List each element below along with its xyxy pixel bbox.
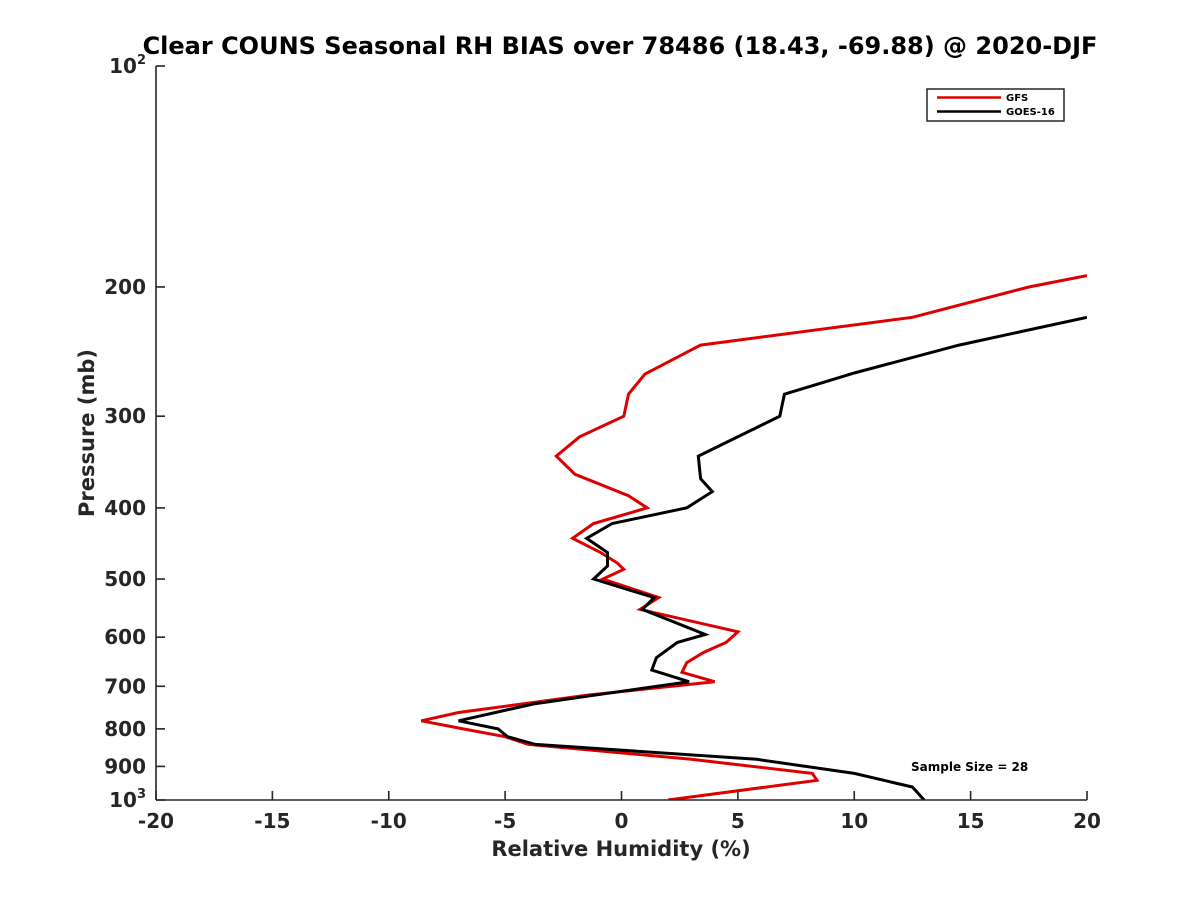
x-tick-label: -5 (494, 809, 516, 833)
x-tick-label: 0 (615, 809, 629, 833)
y-tick-label: 900 (104, 754, 146, 778)
y-axis-label: Pressure (mb) (75, 349, 99, 517)
y-tick-label: 400 (104, 496, 146, 520)
y-tick-label: 103 (109, 787, 146, 812)
y-tick-label: 200 (104, 275, 146, 299)
y-tick-label: 500 (104, 567, 146, 591)
y-tick-exponent: 2 (137, 53, 146, 68)
y-tick-label: 600 (104, 625, 146, 649)
x-tick-label: 5 (731, 809, 745, 833)
series-layer (420, 274, 1087, 800)
series-line-gfs (420, 274, 1087, 800)
x-tick-label: -20 (138, 809, 174, 833)
x-tick-label: 20 (1073, 809, 1101, 833)
chart-title: Clear COUNS Seasonal RH BIAS over 78486 … (143, 32, 1098, 60)
x-axis-label: Relative Humidity (%) (491, 837, 750, 861)
x-tick-label: 15 (957, 809, 985, 833)
y-tick-base: 10 (109, 54, 137, 78)
series-line-goes16 (458, 315, 1087, 800)
x-tick-label: -15 (254, 809, 290, 833)
legend-label-goes16: GOES-16 (1006, 107, 1055, 118)
x-tick-label: -10 (371, 809, 407, 833)
y-tick-label: 300 (104, 404, 146, 428)
x-tick-label: 10 (840, 809, 868, 833)
legend-label-gfs: GFS (1006, 93, 1028, 104)
sample-size-annotation: Sample Size = 28 (911, 760, 1028, 774)
y-tick-base: 10 (109, 788, 137, 812)
y-tick-label: 800 (104, 717, 146, 741)
y-tick-exponent: 3 (137, 787, 146, 802)
x-axis-ticks: -20 -15 -10 -5 0 5 10 15 20 (138, 791, 1101, 833)
y-tick-label: 700 (104, 674, 146, 698)
legend-box (926, 88, 1065, 122)
y-tick-label: 102 (109, 53, 146, 78)
legend: GFS GOES-16 (926, 88, 1065, 122)
